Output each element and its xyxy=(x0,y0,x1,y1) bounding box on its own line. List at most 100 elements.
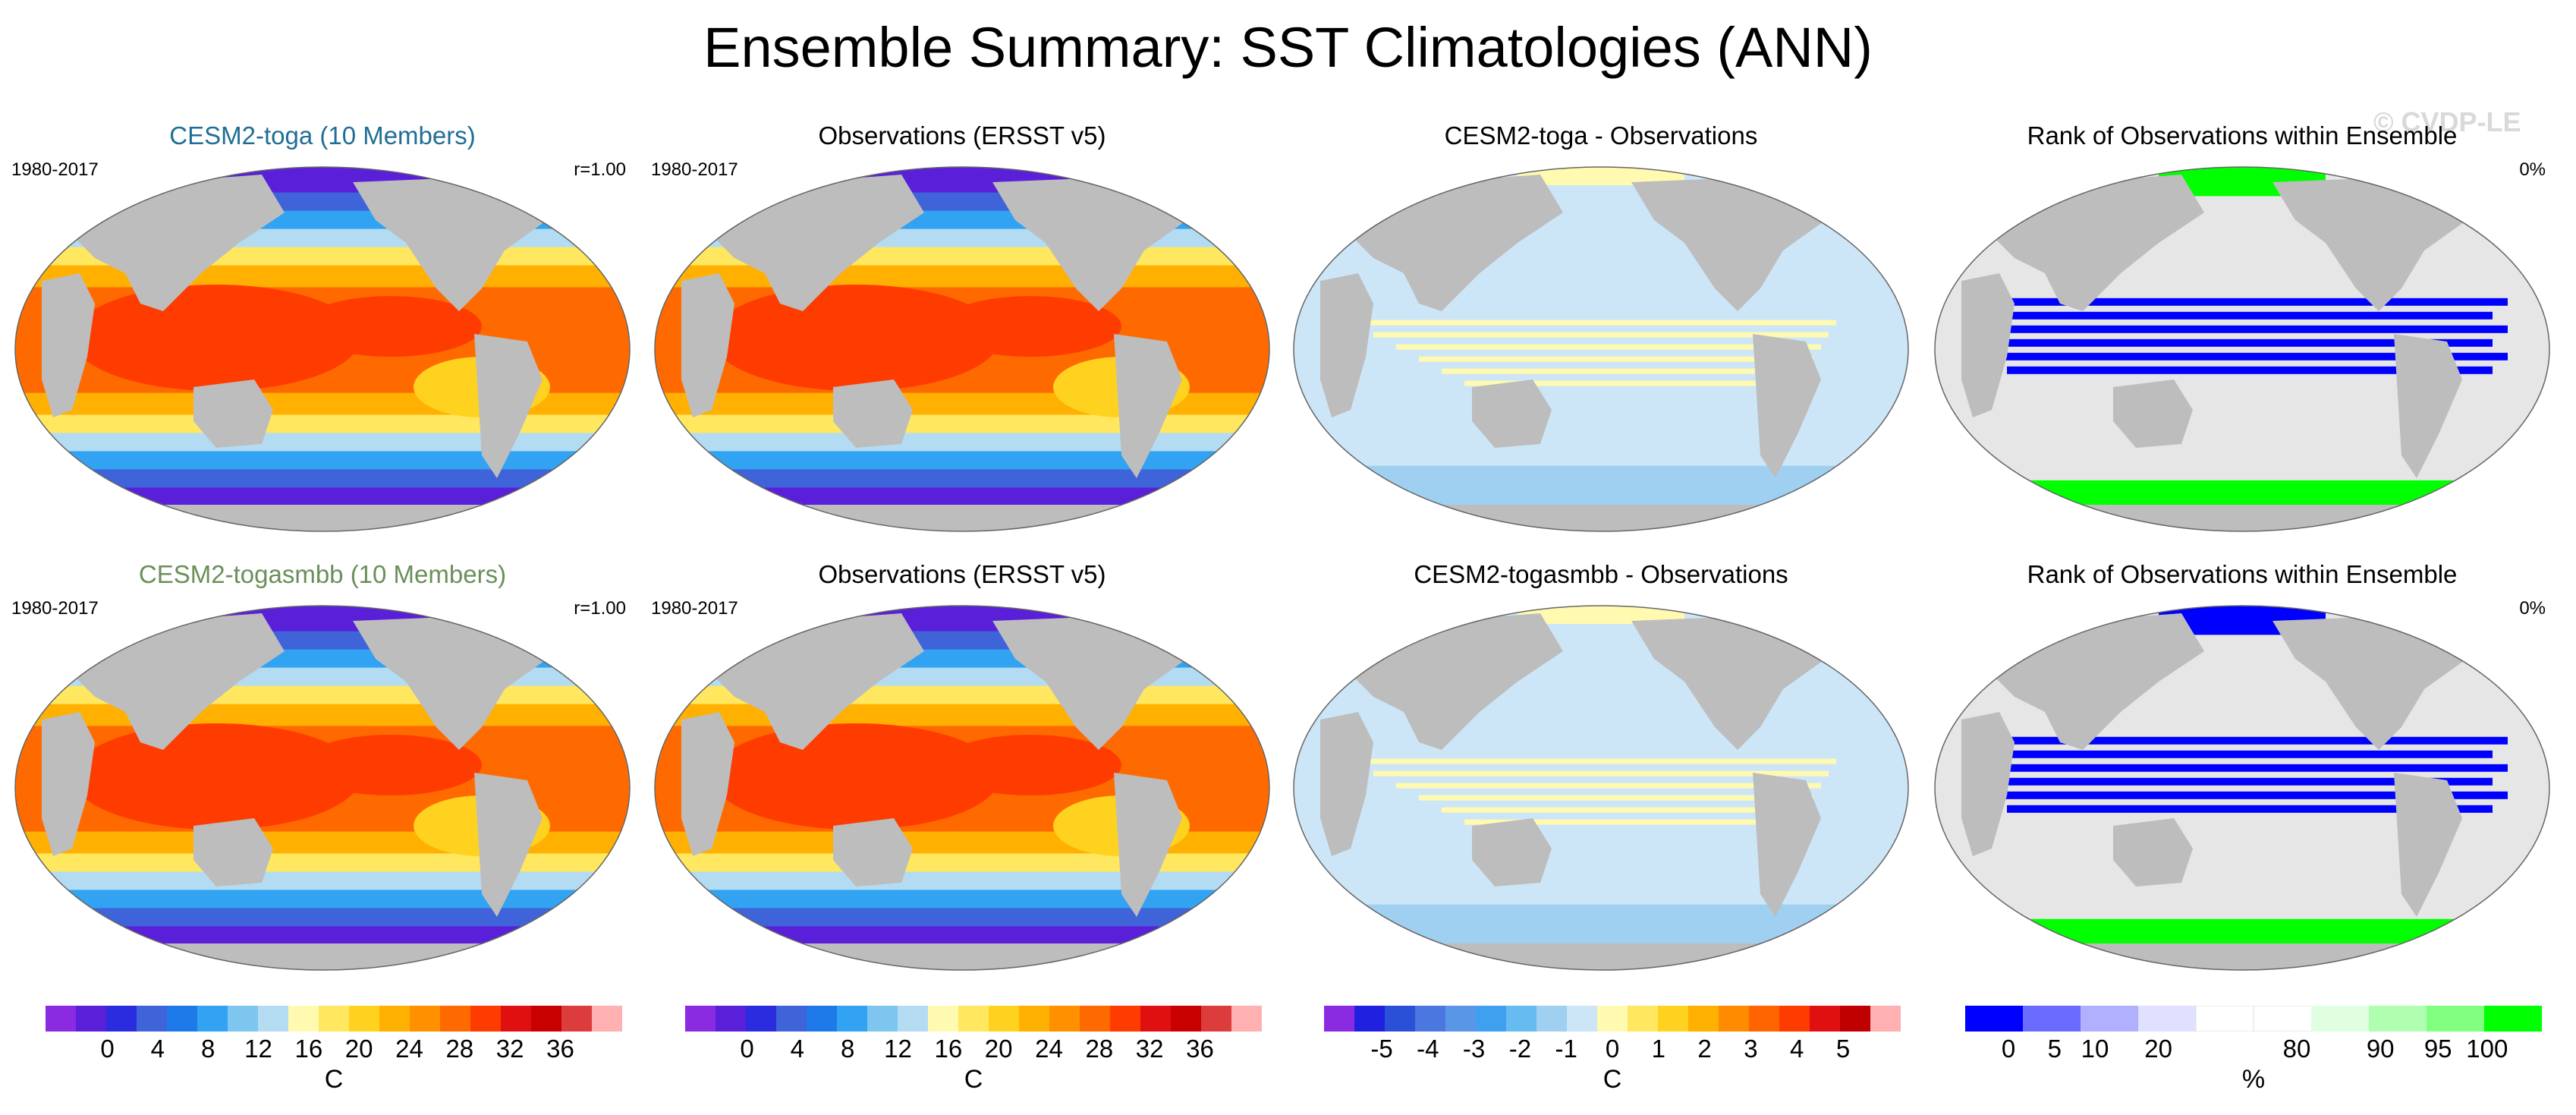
sst-band xyxy=(655,853,1269,873)
colorbar-swatch xyxy=(258,1006,289,1032)
land-south-america xyxy=(474,334,543,478)
colorbar-swatch xyxy=(807,1006,838,1032)
warm-pool xyxy=(712,285,1000,391)
land-north-america xyxy=(2272,613,2477,750)
land-greenland xyxy=(1182,175,1243,213)
colorbar: -5 -4 -3 -2 -1 0 1 2 3 4 5 C xyxy=(1324,1006,1901,1097)
colorbar-swatch xyxy=(288,1006,319,1032)
colorbar-tick-label: -1 xyxy=(1555,1035,1577,1063)
colorbar-swatch xyxy=(440,1006,471,1032)
diff-stripe xyxy=(1396,344,1821,350)
colorbar-ticks: -5 -4 -3 -2 -1 0 1 2 3 4 5 xyxy=(1324,1035,1901,1065)
colorbar-tick-label: 4 xyxy=(150,1035,165,1063)
colorbar-tick-label: 8 xyxy=(840,1035,855,1063)
land-africa xyxy=(42,712,95,856)
colorbar-tick-label: 100 xyxy=(2466,1035,2508,1063)
colorbar-swatch xyxy=(410,1006,441,1032)
colorbar-swatch xyxy=(1354,1006,1386,1032)
sst-band xyxy=(655,926,1269,946)
sst-map xyxy=(654,166,1270,532)
colorbar-swatch xyxy=(1506,1006,1537,1032)
map-outline xyxy=(654,166,1270,532)
colorbar-tick-label: 24 xyxy=(395,1035,423,1063)
land-africa xyxy=(42,273,95,417)
warm-pool xyxy=(300,735,482,795)
land-north-america xyxy=(992,613,1197,750)
colorbar: 0 4 8 12 16 20 24 28 32 36 C xyxy=(46,1006,623,1097)
colorbar-tick-label: 8 xyxy=(200,1035,215,1063)
map-field xyxy=(1935,167,2549,531)
rank-map xyxy=(1934,605,2550,971)
colorbar-swatch xyxy=(1445,1006,1477,1032)
colorbar-ticks: 0 5 10 20 80 90 95 100 xyxy=(1965,1035,2542,1065)
sst-band xyxy=(655,265,1269,288)
colorbar-swatch xyxy=(1049,1006,1080,1032)
colorbar-tick-label: 4 xyxy=(1790,1035,1804,1063)
colorbar-swatch xyxy=(1231,1006,1263,1032)
colorbar-unit: % xyxy=(2241,1065,2266,1094)
colorbar-swatch xyxy=(1324,1006,1355,1032)
land-australia xyxy=(1472,818,1552,887)
rank-stripe xyxy=(2007,750,2493,758)
colorbar-swatch xyxy=(2023,1006,2081,1032)
diff-stripe xyxy=(1419,795,1813,801)
sst-band xyxy=(655,414,1269,434)
colorbar-swatch xyxy=(1019,1006,1050,1032)
land-north-america xyxy=(353,613,558,750)
colorbar-swatches xyxy=(685,1006,1263,1032)
map-outline xyxy=(1293,605,1909,971)
sst-band xyxy=(15,414,630,434)
colorbar-swatch xyxy=(1719,1006,1750,1032)
colorbar-swatch xyxy=(349,1006,380,1032)
land-south-america xyxy=(2394,773,2462,917)
colorbar-tick-label: 12 xyxy=(244,1035,272,1063)
panel-title: Observations (ERSST v5) xyxy=(818,121,1106,150)
colorbar-swatch xyxy=(137,1006,168,1032)
colorbar-swatch xyxy=(1140,1006,1172,1032)
colorbar-swatch xyxy=(1597,1006,1628,1032)
land-greenland xyxy=(1821,175,1882,213)
diff-stripe xyxy=(1396,783,1821,789)
colorbar-swatch xyxy=(76,1006,107,1032)
colorbar-swatch xyxy=(958,1006,989,1032)
land-south-america xyxy=(1114,334,1182,478)
land-africa xyxy=(1961,273,2015,417)
colorbar-swatch xyxy=(1536,1006,1568,1032)
land-north-america xyxy=(992,175,1197,311)
sst-band xyxy=(15,704,630,727)
colorbar-swatch xyxy=(470,1006,502,1032)
colorbar-swatch xyxy=(1658,1006,1689,1032)
colorbar-swatch xyxy=(1476,1006,1507,1032)
colorbar-swatch xyxy=(1688,1006,1719,1032)
map-field xyxy=(1294,167,1908,531)
colorbar: 0 5 10 20 80 90 95 100% xyxy=(1965,1005,2543,1097)
colorbar-tick-label: 10 xyxy=(2081,1035,2109,1063)
colorbar-ticks: 0 4 8 12 16 20 24 28 32 36 xyxy=(685,1035,1262,1065)
colorbar-swatch xyxy=(1810,1006,1841,1032)
page-title: Ensemble Summary: SST Climatologies (ANN… xyxy=(703,16,1873,79)
rank-stripe xyxy=(1977,325,2508,333)
rank-stripe xyxy=(2007,805,2493,813)
colorbar-swatch xyxy=(2369,1006,2427,1032)
diff-map xyxy=(1293,166,1909,532)
panel-title: Rank of Observations within Ensemble xyxy=(2027,560,2458,588)
colorbar-swatch xyxy=(2253,1005,2312,1032)
colorbar-ticks: 0 4 8 12 16 20 24 28 32 36 xyxy=(46,1035,622,1065)
colorbar-tick-label: 0 xyxy=(2001,1035,2016,1063)
colorbar-tick-label: 0 xyxy=(740,1035,754,1063)
diff-map xyxy=(1293,605,1909,971)
colorbar-swatch xyxy=(167,1006,198,1032)
sst-band xyxy=(15,433,630,452)
panel-stat: 0% xyxy=(2519,159,2546,180)
land-antarctica xyxy=(1294,943,1908,970)
panel-title: CESM2-togasmbb - Observations xyxy=(1414,560,1788,588)
map-field xyxy=(1294,606,1908,970)
panel-title: CESM2-toga - Observations xyxy=(1444,121,1758,150)
land-south-america xyxy=(474,773,543,917)
rank-stripe xyxy=(1977,298,2508,306)
warm-pool xyxy=(72,285,360,391)
diff-stripe xyxy=(1442,807,1806,813)
diff-stripe xyxy=(1373,770,1829,776)
colorbar-tick-label: -5 xyxy=(1370,1035,1393,1063)
land-north-america xyxy=(1631,613,1836,750)
